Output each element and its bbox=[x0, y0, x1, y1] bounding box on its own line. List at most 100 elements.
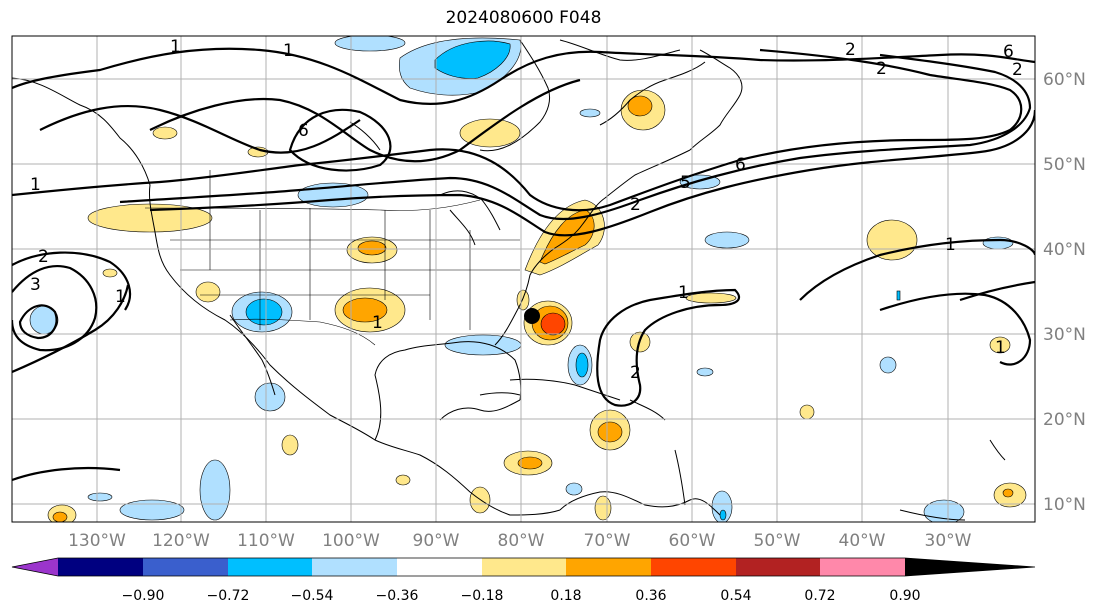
colorbar-segment bbox=[820, 558, 905, 576]
coastlines bbox=[12, 39, 1006, 521]
shade-negative bbox=[579, 108, 601, 118]
shade-negative bbox=[254, 382, 286, 412]
colorbar-ticks: −0.90 −0.72 −0.54 −0.36 −0.18 0.18 0.36 … bbox=[122, 588, 921, 604]
contour-label: 1 bbox=[283, 41, 294, 61]
lat-tick-label: 40°N bbox=[1043, 240, 1086, 260]
shade-positive bbox=[195, 281, 221, 303]
storm-center-marker bbox=[524, 308, 540, 324]
shade-positive bbox=[597, 421, 623, 443]
colorbar-segment bbox=[397, 558, 482, 576]
colorbar-segment bbox=[312, 558, 397, 576]
lon-tick-label: 90°W bbox=[413, 531, 460, 551]
shade-negative bbox=[982, 236, 1014, 250]
shade-negative bbox=[87, 492, 113, 502]
colorbar-segment bbox=[482, 558, 566, 576]
shade-positive bbox=[866, 219, 918, 261]
shade-positive bbox=[395, 474, 411, 486]
colorbar-segment bbox=[143, 558, 228, 576]
shade-positive bbox=[627, 95, 653, 117]
contour-label: 2 bbox=[845, 40, 856, 60]
shade-negative bbox=[444, 334, 522, 356]
lon-tick-label: 130°W bbox=[68, 531, 126, 551]
colorbar bbox=[11, 557, 1036, 577]
contour-label: 2 bbox=[1012, 60, 1023, 80]
lon-tick-label: 50°W bbox=[754, 531, 801, 551]
colorbar-tick-label: 0.36 bbox=[635, 588, 666, 604]
contour-label: 1 bbox=[30, 175, 41, 195]
colorbar-tick-label: 0.90 bbox=[889, 588, 920, 604]
colorbar-tick-label: −0.54 bbox=[291, 588, 334, 604]
lon-tick-label: 80°W bbox=[498, 531, 545, 551]
contour-label: 1 bbox=[995, 338, 1006, 358]
colorbar-tick-label: −0.36 bbox=[376, 588, 419, 604]
colorbar-tick-label: 0.72 bbox=[804, 588, 835, 604]
shade-positive bbox=[1002, 488, 1014, 498]
contour-label: 2 bbox=[876, 59, 887, 79]
lat-tick-label: 30°N bbox=[1043, 325, 1086, 345]
colorbar-tick-label: −0.90 bbox=[122, 588, 165, 604]
shade-negative bbox=[565, 482, 583, 496]
lat-tick-label: 20°N bbox=[1043, 410, 1086, 430]
lat-tick-label: 50°N bbox=[1043, 155, 1086, 175]
contour-label: 1 bbox=[372, 313, 383, 333]
colorbar-segment bbox=[905, 558, 1035, 576]
contour-label: 1 bbox=[115, 287, 126, 307]
contour-label: 1 bbox=[945, 235, 956, 255]
shade-negative bbox=[719, 509, 727, 521]
lon-tick-label: 60°W bbox=[669, 531, 716, 551]
shade-positive bbox=[357, 240, 387, 256]
lon-tick-label: 110°W bbox=[237, 531, 295, 551]
map-frame bbox=[11, 35, 1036, 523]
colorbar-segment bbox=[228, 558, 312, 576]
lon-tick-label: 100°W bbox=[322, 531, 380, 551]
contour-label: 6 bbox=[1003, 42, 1014, 62]
colorbar-outline bbox=[11, 557, 1036, 577]
lat-tick-label: 60°N bbox=[1043, 70, 1086, 90]
map-field: 1 1 2 6 2 1 6 2 1 1 2 3 1 1 2 1 6 5 2 bbox=[12, 36, 1035, 522]
colorbar-tick-label: −0.72 bbox=[207, 588, 250, 604]
lon-tick-label: 40°W bbox=[839, 531, 886, 551]
shade-positive bbox=[685, 292, 737, 304]
colorbar-segment bbox=[58, 558, 143, 576]
latitude-ticks: 60°N 50°N 40°N 30°N 20°N 10°N bbox=[1043, 70, 1086, 515]
lat-tick-label: 10°N bbox=[1043, 495, 1086, 515]
shade-positive bbox=[102, 268, 118, 278]
shade-negative bbox=[199, 459, 231, 521]
contour-label: 5 bbox=[680, 173, 691, 193]
contours bbox=[12, 47, 1035, 482]
shade-positive bbox=[342, 297, 388, 323]
contour-label: 2 bbox=[38, 247, 49, 267]
lon-tick-label: 120°W bbox=[152, 531, 210, 551]
contour-label: 1 bbox=[678, 283, 689, 303]
shade-positive bbox=[539, 209, 595, 265]
colorbar-tick-label: 0.54 bbox=[720, 588, 751, 604]
lon-tick-label: 30°W bbox=[925, 531, 972, 551]
contour-label: 6 bbox=[735, 155, 746, 175]
colorbar-segment bbox=[566, 558, 651, 576]
colorbar-segment bbox=[651, 558, 736, 576]
contour-label: 6 bbox=[298, 121, 309, 141]
shade-negative bbox=[896, 290, 901, 301]
contour-label: 1 bbox=[170, 37, 181, 57]
shade-positive bbox=[517, 456, 543, 470]
shade-negative bbox=[245, 298, 283, 326]
shade-negative bbox=[334, 36, 406, 52]
shade-negative bbox=[119, 499, 185, 521]
borders bbox=[144, 170, 520, 346]
shade-negative bbox=[696, 367, 714, 377]
shade-negative bbox=[879, 356, 897, 374]
lon-tick-label: 70°W bbox=[584, 531, 631, 551]
shade-negative bbox=[575, 352, 589, 378]
shade-positive bbox=[52, 511, 68, 522]
contour-label: 2 bbox=[630, 363, 641, 383]
graticule bbox=[12, 36, 1035, 522]
shade-positive bbox=[540, 312, 566, 336]
colorbar-segment bbox=[736, 558, 820, 576]
shade-positive bbox=[152, 126, 178, 140]
map-title: 2024080600 F048 bbox=[445, 8, 602, 28]
colorbar-segment bbox=[12, 558, 58, 576]
shade-negative bbox=[704, 231, 750, 249]
shade-negative bbox=[923, 499, 965, 522]
colorbar-tick-label: −0.18 bbox=[461, 588, 504, 604]
